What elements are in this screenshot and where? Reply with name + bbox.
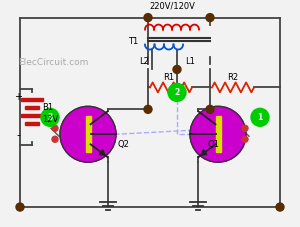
Circle shape — [52, 125, 58, 131]
Text: 1: 1 — [257, 113, 262, 122]
Text: 220V/120V: 220V/120V — [149, 1, 195, 10]
Circle shape — [41, 108, 59, 126]
Circle shape — [168, 83, 186, 101]
Circle shape — [206, 14, 214, 22]
Bar — [21, 98, 43, 101]
Circle shape — [144, 105, 152, 113]
FancyArrow shape — [201, 150, 207, 155]
Text: ElecCircuit.com: ElecCircuit.com — [18, 58, 88, 67]
Text: 2: 2 — [174, 88, 180, 97]
Bar — [215, 116, 220, 152]
Circle shape — [190, 106, 246, 162]
Text: B1: B1 — [42, 103, 53, 112]
Circle shape — [52, 136, 58, 142]
Text: Q2: Q2 — [118, 140, 130, 149]
Text: T1: T1 — [128, 37, 138, 46]
FancyArrow shape — [99, 150, 105, 155]
Bar — [85, 116, 91, 152]
Circle shape — [242, 136, 248, 142]
Text: R1: R1 — [164, 73, 175, 82]
Circle shape — [144, 14, 152, 22]
Text: 3: 3 — [47, 113, 52, 122]
Text: L1: L1 — [185, 57, 195, 66]
Circle shape — [251, 108, 269, 126]
Circle shape — [173, 65, 181, 74]
Text: -: - — [16, 130, 20, 140]
Text: Q1: Q1 — [208, 140, 220, 149]
Bar — [21, 114, 43, 117]
Circle shape — [60, 106, 116, 162]
Circle shape — [242, 125, 248, 131]
Text: +: + — [14, 92, 22, 102]
Circle shape — [16, 203, 24, 211]
Text: L2: L2 — [139, 57, 149, 66]
Text: R2: R2 — [227, 73, 239, 82]
Circle shape — [276, 203, 284, 211]
Circle shape — [206, 105, 214, 113]
Text: 12V: 12V — [42, 115, 58, 124]
Bar — [25, 106, 39, 109]
Bar — [25, 122, 39, 125]
